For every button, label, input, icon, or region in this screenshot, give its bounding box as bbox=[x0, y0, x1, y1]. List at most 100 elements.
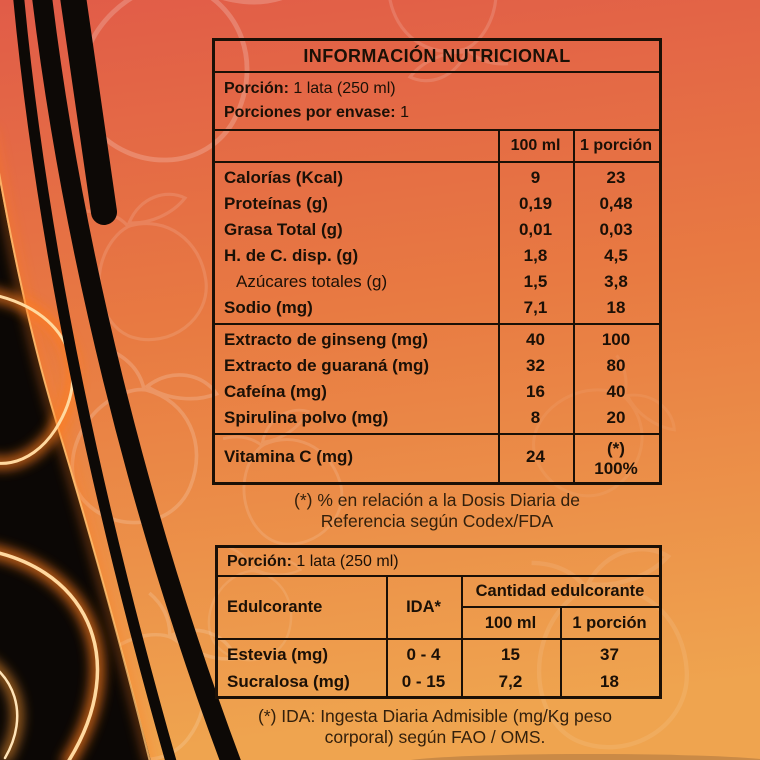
value-porcion: 18 bbox=[606, 298, 626, 317]
value-100ml: 9 bbox=[530, 168, 541, 187]
dosis-footnote: (*) % en relación a la Dosis Diaria de R… bbox=[212, 490, 662, 532]
neon-swirls bbox=[0, 290, 104, 760]
row-label: Proteínas (g) bbox=[224, 194, 328, 213]
col-header-edulcorante: Edulcorante bbox=[227, 598, 323, 616]
row-label: Cafeína (mg) bbox=[224, 382, 327, 401]
nutrition-title: INFORMACIÓN NUTRICIONAL bbox=[303, 46, 571, 66]
column-divider bbox=[573, 129, 575, 482]
table-row: Extracto de ginseng (mg) 40 100 bbox=[215, 327, 659, 353]
portion-line: Porción: 1 lata (250 ml) bbox=[224, 77, 659, 101]
value-100ml: 7,1 bbox=[523, 298, 548, 317]
table-row: Sodio (mg) 7,1 18 bbox=[215, 295, 659, 321]
row-label: Sucralosa (mg) bbox=[227, 672, 350, 691]
value-100ml: 0,19 bbox=[518, 194, 553, 213]
col-header-100ml: 100 ml bbox=[510, 137, 561, 154]
col-header-cantidad: Cantidad edulcorante bbox=[461, 577, 659, 608]
value-porcion: 100 bbox=[601, 330, 631, 349]
column-divider bbox=[498, 129, 500, 482]
value-porcion: 4,5 bbox=[604, 246, 628, 265]
value-100ml: 32 bbox=[526, 356, 545, 375]
table-row: Calorías (Kcal) 9 23 bbox=[215, 165, 659, 191]
value-100ml: 40 bbox=[526, 330, 545, 349]
value-porcion: 40 bbox=[606, 382, 626, 401]
row-label: Extracto de ginseng (mg) bbox=[224, 330, 429, 349]
portion-info: Porción: 1 lata (250 ml) Porciones por e… bbox=[215, 71, 659, 129]
row-label: Calorías (Kcal) bbox=[224, 168, 344, 187]
table-row: Proteínas (g) 0,19 0,48 bbox=[215, 191, 659, 217]
cantidad-group: Cantidad edulcorante 100 ml 1 porción bbox=[461, 577, 659, 638]
value-porcion: 3,8 bbox=[604, 272, 628, 291]
value-porcion: 18 bbox=[600, 672, 619, 691]
table-row: Spirulina polvo (mg) 8 20 bbox=[215, 405, 659, 431]
servings-label: Porciones por envase: bbox=[224, 104, 396, 121]
stimulants-section: Extracto de ginseng (mg) 40 100 Extracto… bbox=[215, 323, 659, 433]
value-porcion: 23 bbox=[606, 168, 626, 187]
portion-info: Porción: 1 lata (250 ml) bbox=[218, 548, 659, 575]
column-divider bbox=[560, 608, 562, 696]
footnote-line: Referencia según Codex/FDA bbox=[320, 511, 554, 531]
value-ida: 0 - 15 bbox=[401, 672, 446, 691]
bottom-smudge bbox=[410, 754, 760, 760]
row-label: Extracto de guaraná (mg) bbox=[224, 356, 429, 375]
row-label: Sodio (mg) bbox=[224, 298, 313, 317]
cantidad-subheader: 100 ml 1 porción bbox=[461, 608, 659, 638]
table-row: Grasa Total (g) 0,01 0,03 bbox=[215, 217, 659, 243]
value-100ml: 8 bbox=[530, 408, 541, 427]
table-row: Estevia (mg) 0 - 4 15 37 bbox=[218, 641, 659, 668]
macros-section: Calorías (Kcal) 9 23 Proteínas (g) 0,19 … bbox=[215, 161, 659, 323]
portion-value: 1 lata (250 ml) bbox=[296, 553, 399, 570]
portion-value: 1 lata (250 ml) bbox=[293, 80, 396, 97]
value-porcion: 20 bbox=[606, 408, 626, 427]
col-header-porcion: 1 porción bbox=[572, 614, 647, 632]
value-porcion: 0,03 bbox=[599, 220, 633, 239]
table-row: Extracto de guaraná (mg) 32 80 bbox=[215, 353, 659, 379]
table-row: Azúcares totales (g) 1,5 3,8 bbox=[215, 269, 659, 295]
value-100ml: 15 bbox=[501, 645, 520, 664]
empty-header-cell bbox=[215, 131, 498, 161]
value-100ml: 0,01 bbox=[518, 220, 553, 239]
value-porcion: 80 bbox=[606, 356, 626, 375]
value-100ml: 16 bbox=[526, 382, 545, 401]
servings-value: 1 bbox=[400, 104, 409, 121]
servings-line: Porciones por envase: 1 bbox=[224, 101, 659, 125]
value-100ml: 1,5 bbox=[523, 272, 548, 291]
value-porcion: (*) 100% bbox=[573, 435, 659, 482]
vitc-percent: 100% bbox=[594, 458, 638, 478]
footnote-line: (*) % en relación a la Dosis Diaria de bbox=[294, 490, 580, 510]
col-header-porcion: 1 porción bbox=[579, 137, 652, 154]
sweetener-table: Porción: 1 lata (250 ml) Edulcorante IDA… bbox=[215, 545, 662, 699]
table-row: Sucralosa (mg) 0 - 15 7,2 18 bbox=[218, 668, 659, 695]
column-header-row: 100 ml 1 porción bbox=[215, 129, 659, 161]
row-label: Grasa Total (g) bbox=[224, 220, 343, 239]
value-ida: 0 - 4 bbox=[406, 645, 441, 664]
portion-label: Porción: bbox=[224, 80, 289, 97]
row-label: Azúcares totales (g) bbox=[236, 272, 388, 291]
value-100ml: 7,2 bbox=[498, 672, 523, 691]
row-label: Vitamina C (mg) bbox=[224, 447, 354, 466]
row-label: H. de C. disp. (g) bbox=[224, 246, 359, 265]
asterisk-note: (*) bbox=[607, 438, 625, 458]
col-header-ida: IDA* bbox=[406, 598, 441, 616]
column-divider bbox=[461, 577, 463, 696]
ida-footnote: (*) IDA: Ingesta Diaria Admisible (mg/Kg… bbox=[205, 706, 665, 748]
column-divider bbox=[386, 577, 388, 696]
vitamin-c-row: Vitamina C (mg) 24 (*) 100% bbox=[215, 433, 659, 482]
footnote-line: corporal) según FAO / OMS. bbox=[324, 727, 546, 747]
value-porcion: 0,48 bbox=[599, 194, 633, 213]
table-row: Cafeína (mg) 16 40 bbox=[215, 379, 659, 405]
value-100ml: 1,8 bbox=[523, 246, 548, 265]
black-stripes bbox=[13, 0, 241, 760]
sweetener-header: Edulcorante IDA* Cantidad edulcorante 10… bbox=[218, 575, 659, 638]
col-header-100ml: 100 ml bbox=[484, 614, 537, 632]
row-label: Spirulina polvo (mg) bbox=[224, 408, 389, 427]
sweetener-rows: Estevia (mg) 0 - 4 15 37 Sucralosa (mg) … bbox=[218, 638, 659, 696]
value-porcion: 37 bbox=[600, 645, 619, 664]
value-100ml: 24 bbox=[526, 447, 545, 466]
table-row: H. de C. disp. (g) 1,8 4,5 bbox=[215, 243, 659, 269]
row-label: Estevia (mg) bbox=[227, 645, 329, 664]
portion-label: Porción: bbox=[227, 553, 292, 570]
nutrition-table: INFORMACIÓN NUTRICIONAL Porción: 1 lata … bbox=[212, 38, 662, 485]
